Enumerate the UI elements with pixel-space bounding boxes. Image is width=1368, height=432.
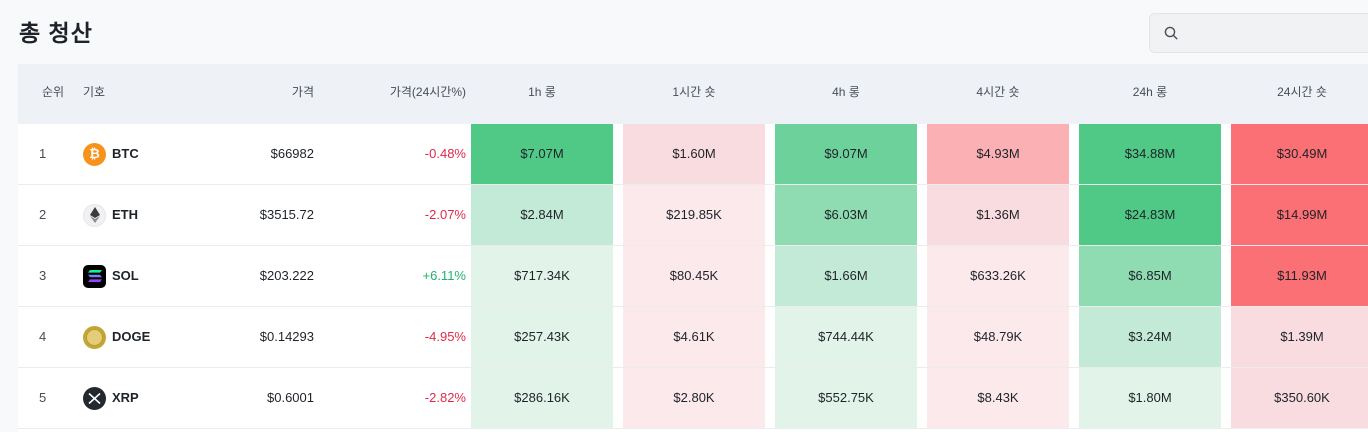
header-24h-short[interactable]: 24시간 숏	[1277, 85, 1327, 99]
symbol-label: ETH	[112, 207, 138, 222]
symbol-label: DOGE	[112, 329, 151, 344]
rank-cell: 1	[39, 146, 47, 161]
xrp-icon	[83, 386, 106, 410]
h24-short-cell: $11.93M	[1231, 246, 1368, 306]
h24-short-cell: $350.60K	[1231, 368, 1368, 428]
table-row[interactable]: 1 ₿ BTC $66982 -0.48% $7.07M $1.60M $9.07M $4.93…	[18, 124, 1368, 185]
h1-long-cell: $257.43K	[471, 307, 613, 367]
h1-long-cell: $2.84M	[471, 185, 613, 245]
change-cell: -4.95%	[424, 329, 466, 344]
table-row[interactable]: 4 DOGE $0.14293 -4.95% $257.43K $4.61K $744.44…	[18, 307, 1368, 368]
symbol-cell[interactable]: XRP	[83, 368, 203, 428]
h4-long-cell: $744.44K	[775, 307, 917, 367]
price-cell: $0.14293	[259, 329, 314, 344]
price-cell: $3515.72	[259, 207, 314, 222]
h4-short-cell: $8.43K	[927, 368, 1069, 428]
price-cell: $0.6001	[267, 390, 314, 405]
h24-long-cell: $3.24M	[1079, 307, 1221, 367]
change-cell: -2.82%	[424, 390, 466, 405]
h4-short-cell: $48.79K	[927, 307, 1069, 367]
header-change[interactable]: 가격(24시간%)	[389, 85, 466, 99]
h1-short-cell: $4.61K	[623, 307, 765, 367]
header-1h-long[interactable]: 1h 롱	[528, 85, 556, 99]
page-title: 총 청산	[19, 20, 93, 46]
h4-short-cell: $633.26K	[927, 246, 1069, 306]
symbol-label: SOL	[112, 268, 139, 283]
header-4h-short[interactable]: 4시간 숏	[976, 85, 1020, 99]
h24-short-cell: $30.49M	[1231, 124, 1368, 184]
header-symbol[interactable]: 기호	[83, 85, 106, 99]
symbol-cell[interactable]: ETH	[83, 185, 203, 245]
h24-long-cell: $34.88M	[1079, 124, 1221, 184]
header-price[interactable]: 가격	[291, 85, 314, 99]
h4-short-cell: $1.36M	[927, 185, 1069, 245]
h4-long-cell: $6.03M	[775, 185, 917, 245]
h4-long-cell: $9.07M	[775, 124, 917, 184]
h24-short-cell: $1.39M	[1231, 307, 1368, 367]
table-header: 순위 기호 가격 가격(24시간%) 1h 롱 1시간 숏 4h 롱 4시간 숏…	[18, 64, 1368, 124]
liquidation-table: 순위 기호 가격 가격(24시간%) 1h 롱 1시간 숏 4h 롱 4시간 숏…	[18, 64, 1368, 432]
change-cell: +6.11%	[422, 268, 467, 283]
h4-long-cell: $1.66M	[775, 246, 917, 306]
h1-long-cell: $7.07M	[471, 124, 613, 184]
header-1h-short[interactable]: 1시간 숏	[672, 85, 716, 99]
header-rank[interactable]: 순위	[42, 85, 65, 99]
h24-long-cell: $24.83M	[1079, 185, 1221, 245]
h1-long-cell: $717.34K	[471, 246, 613, 306]
h24-long-cell: $6.85M	[1079, 246, 1221, 306]
h4-long-cell: $552.75K	[775, 368, 917, 428]
symbol-cell[interactable]: ₿ BTC	[83, 124, 203, 184]
h4-short-cell: $4.93M	[927, 124, 1069, 184]
solana-icon	[83, 264, 106, 288]
h24-long-cell: $1.80M	[1079, 368, 1221, 428]
search-box[interactable]	[1149, 13, 1368, 53]
dogecoin-icon	[83, 325, 106, 349]
change-cell: -2.07%	[424, 207, 466, 222]
table-row[interactable]: 3 SOL $203.222 +6.11% $717.34K $80.45K $1.66M $…	[18, 246, 1368, 307]
rank-cell: 2	[39, 207, 47, 222]
bitcoin-icon: ₿	[83, 142, 106, 166]
table-row[interactable]: 2 ETH $3515.72 -2.07% $2.84M $219.85K $6.03M $1…	[18, 185, 1368, 246]
ethereum-icon	[83, 203, 106, 227]
h1-short-cell: $219.85K	[623, 185, 765, 245]
header-4h-long[interactable]: 4h 롱	[832, 85, 860, 99]
h1-short-cell: $2.80K	[623, 368, 765, 428]
rank-cell: 5	[39, 390, 47, 405]
rank-cell: 3	[39, 268, 47, 283]
h1-short-cell: $1.60M	[623, 124, 765, 184]
symbol-cell[interactable]: SOL	[83, 246, 203, 306]
change-cell: -0.48%	[424, 146, 466, 161]
rank-cell: 4	[39, 329, 47, 344]
symbol-cell[interactable]: DOGE	[83, 307, 203, 367]
price-cell: $66982	[270, 146, 314, 161]
h24-short-cell: $14.99M	[1231, 185, 1368, 245]
symbol-label: XRP	[112, 390, 139, 405]
search-input[interactable]	[1186, 22, 1356, 44]
symbol-label: BTC	[112, 146, 139, 161]
search-icon	[1164, 26, 1178, 40]
header-24h-long[interactable]: 24h 롱	[1132, 85, 1168, 99]
price-cell: $203.222	[259, 268, 314, 283]
h1-long-cell: $286.16K	[471, 368, 613, 428]
table-row[interactable]: 5 XRP $0.6001 -2.82% $286.16K $2.80K $552.75K $…	[18, 368, 1368, 429]
h1-short-cell: $80.45K	[623, 246, 765, 306]
